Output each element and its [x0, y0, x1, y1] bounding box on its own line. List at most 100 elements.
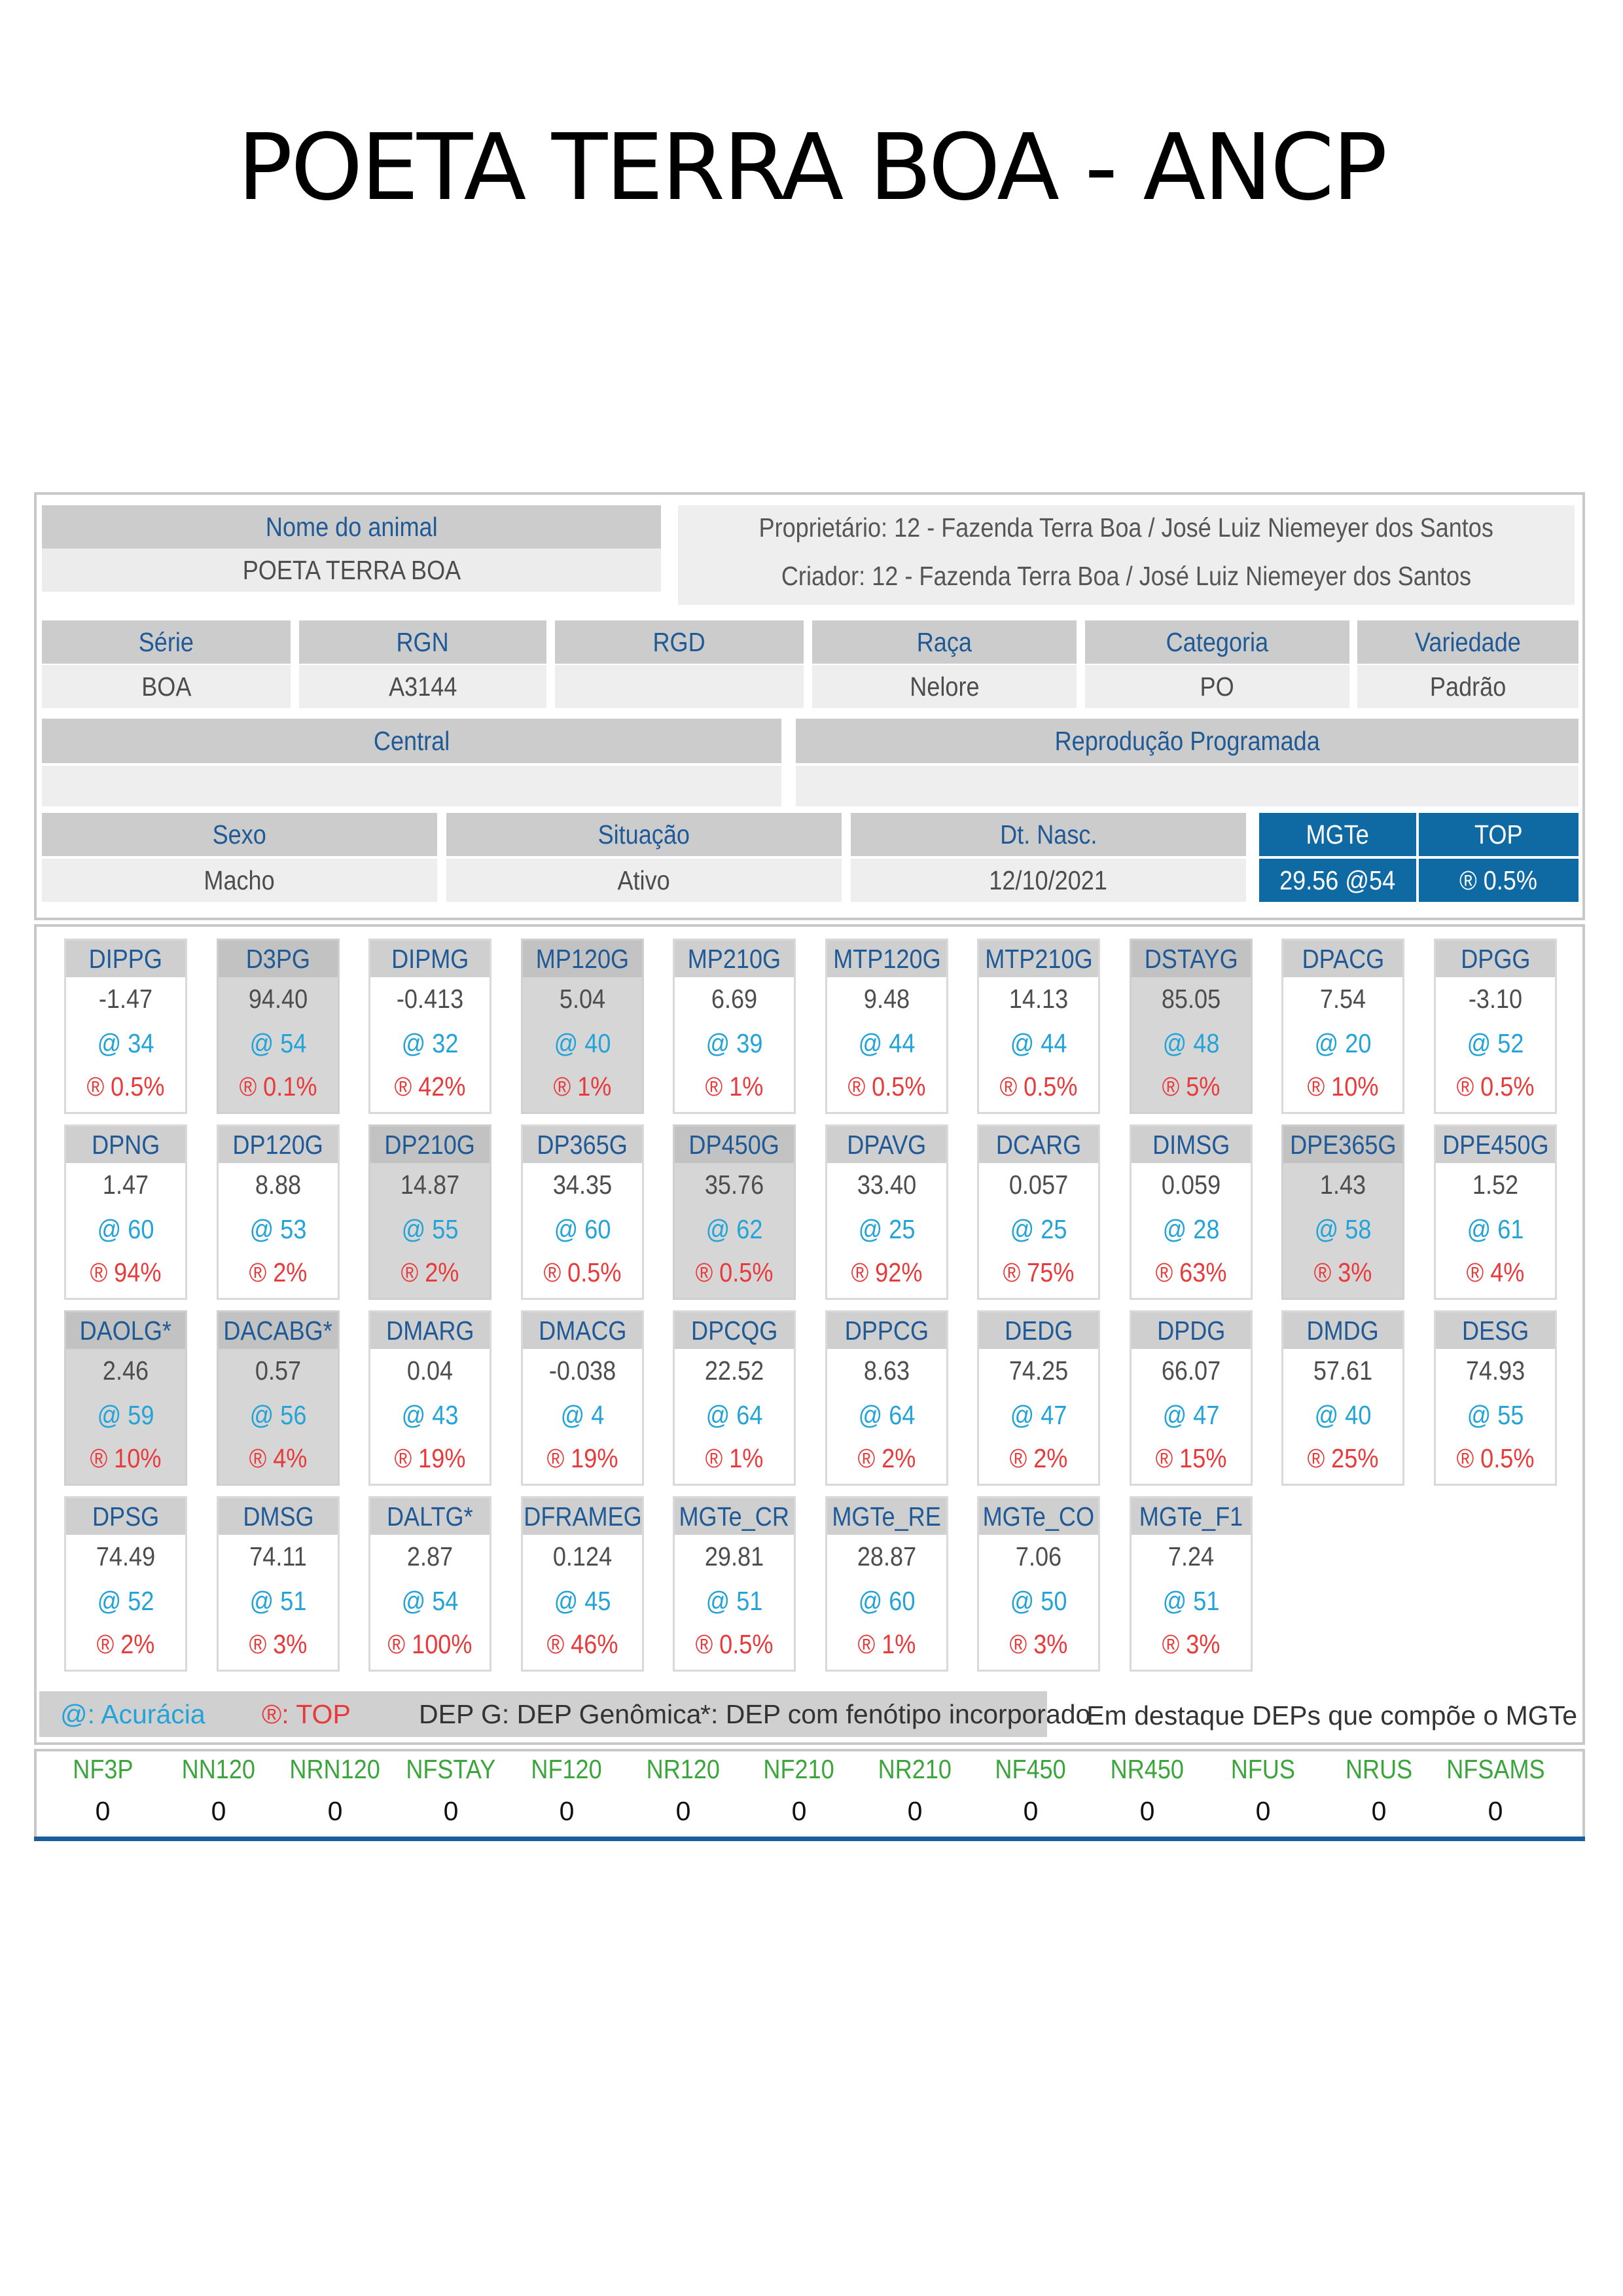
- dep-name: DPAVG: [827, 1126, 946, 1163]
- dep-name-text: MGTe_RE: [832, 1501, 942, 1532]
- legend-highlight-note: Em destaque DEPs que compõe o MGTe: [1086, 1700, 1577, 1731]
- legend-accuracy: @: Acurácia: [60, 1699, 205, 1729]
- dep-name: DMACG: [523, 1312, 642, 1349]
- dep-name-text: DFRAMEG: [523, 1501, 642, 1532]
- variedade-label-text: Variedade: [1415, 626, 1521, 657]
- dep-value: 66.07: [1161, 1355, 1221, 1386]
- dep-top: ® 0.5%: [1456, 1443, 1535, 1473]
- dep-card-daltg: DALTG* 2.87 @ 54 ® 100%: [368, 1496, 491, 1672]
- raca-value: Nelore: [812, 665, 1077, 708]
- dep-name-text: DPE450G: [1442, 1129, 1549, 1160]
- nf-value-nn120: 0: [211, 1796, 226, 1826]
- categoria-value: PO: [1085, 665, 1349, 708]
- dep-name: DIMSG: [1132, 1126, 1251, 1163]
- dep-card-dp450g: DP450G 35.76 @ 62 ® 0.5%: [673, 1124, 796, 1300]
- dep-card-daolg: DAOLG* 2.46 @ 59 ® 10%: [64, 1310, 187, 1486]
- nf-label-text: NR450: [1110, 1754, 1185, 1784]
- nf-label-text: NN120: [181, 1754, 256, 1784]
- variedade-value-text: Padrão: [1429, 671, 1507, 702]
- dep-top: ® 1%: [705, 1071, 764, 1102]
- dep-card-dmarg: DMARG 0.04 @ 43 ® 19%: [368, 1310, 491, 1486]
- dep-top: ® 19%: [394, 1443, 466, 1473]
- dep-name-text: DIPPG: [88, 943, 163, 974]
- raca-label-text: Raça: [916, 626, 972, 657]
- dep-top: ® 4%: [1466, 1257, 1525, 1287]
- nf-label-text: NR210: [878, 1754, 952, 1784]
- dep-accuracy: @ 51: [705, 1586, 763, 1616]
- dep-name-text: DPPCG: [844, 1315, 929, 1346]
- dep-top: ® 1%: [553, 1071, 612, 1102]
- dep-card-dedg: DEDG 74.25 @ 47 ® 2%: [977, 1310, 1100, 1486]
- dep-top: ® 92%: [851, 1257, 923, 1287]
- dep-value: -0.038: [548, 1355, 616, 1386]
- dep-card-dp365g: DP365G 34.35 @ 60 ® 0.5%: [521, 1124, 644, 1300]
- dep-name-text: MP210G: [687, 943, 781, 974]
- dep-value: 0.124: [552, 1541, 613, 1571]
- page-title: POETA TERRA BOA - ANCP: [237, 115, 1387, 221]
- nf-label-nrus: NRUS: [1323, 1754, 1435, 1785]
- dep-accuracy: @ 60: [97, 1214, 154, 1244]
- dep-accuracy: @ 61: [1467, 1214, 1524, 1244]
- categoria-label: Categoria: [1085, 620, 1349, 664]
- dep-top: ® 0.5%: [695, 1629, 774, 1659]
- dep-accuracy: @ 45: [554, 1586, 611, 1616]
- dep-accuracy: @ 51: [249, 1586, 307, 1616]
- nf-label-text: NFUS: [1230, 1754, 1296, 1784]
- nf-label-nfstay: NFSTAY: [395, 1754, 507, 1785]
- nf-frame: [34, 1749, 1585, 1840]
- nf-label-text: NF3P: [72, 1754, 134, 1784]
- dep-name: DPGG: [1436, 941, 1555, 977]
- nf-value-nf450: 0: [1023, 1796, 1039, 1826]
- dep-name-text: DMARG: [385, 1315, 474, 1346]
- dep-card-dstayg: DSTAYG 85.05 @ 48 ® 5%: [1130, 939, 1253, 1114]
- dep-value: 0.059: [1161, 1170, 1221, 1200]
- dep-name-text: MTP120G: [832, 943, 941, 974]
- variedade-label: Variedade: [1357, 620, 1578, 664]
- dep-top: ® 63%: [1155, 1257, 1227, 1287]
- dep-value: 2.46: [102, 1355, 149, 1386]
- dep-top: ® 5%: [1162, 1071, 1221, 1102]
- central-label: Central: [42, 719, 781, 763]
- rgn-label-text: RGN: [396, 626, 450, 657]
- dep-accuracy: @ 40: [554, 1028, 611, 1058]
- dep-name: MGTe_CO: [979, 1498, 1098, 1535]
- dep-name-text: DP120G: [232, 1129, 324, 1160]
- dep-accuracy: @ 44: [858, 1028, 916, 1058]
- dep-top: ® 15%: [1155, 1443, 1227, 1473]
- dep-top: ® 25%: [1307, 1443, 1379, 1473]
- nf-label-text: NF120: [531, 1754, 603, 1784]
- dep-value: 22.52: [704, 1355, 764, 1386]
- dep-accuracy: @ 56: [249, 1400, 307, 1430]
- dep-name-text: DMDG: [1306, 1315, 1380, 1346]
- dep-top: ® 100%: [387, 1629, 473, 1659]
- dep-accuracy: @ 47: [1162, 1400, 1220, 1430]
- serie-value-text: BOA: [141, 671, 192, 702]
- nf-label-text: NFSAMS: [1446, 1754, 1545, 1784]
- sexo-label-text: Sexo: [212, 819, 267, 850]
- dep-top: ® 3%: [1009, 1629, 1068, 1659]
- raca-label: Raça: [812, 620, 1077, 664]
- dep-name: DEDG: [979, 1312, 1098, 1349]
- dep-name-text: DACABG*: [223, 1315, 333, 1346]
- dt-nasc-value-text: 12/10/2021: [989, 865, 1108, 895]
- dep-name-text: MP120G: [535, 943, 630, 974]
- dep-name: DMDG: [1283, 1312, 1402, 1349]
- dep-top: ® 2%: [857, 1443, 916, 1473]
- dep-name-text: DPSG: [92, 1501, 160, 1532]
- dep-card-dpavg: DPAVG 33.40 @ 25 ® 92%: [825, 1124, 948, 1300]
- dep-card-desg: DESG 74.93 @ 55 ® 0.5%: [1434, 1310, 1557, 1486]
- dep-accuracy: @ 34: [97, 1028, 154, 1058]
- breeder-text: Criador: 12 - Fazenda Terra Boa / José L…: [781, 560, 1472, 591]
- dt-nasc-label: Dt. Nasc.: [851, 813, 1246, 856]
- nf-label-text: NF210: [763, 1754, 835, 1784]
- dep-top: ® 0.5%: [543, 1257, 622, 1287]
- bottom-rule: [34, 1837, 1585, 1841]
- dep-value: 8.63: [863, 1355, 910, 1386]
- nf-label-text: NRN120: [289, 1754, 381, 1784]
- categoria-value-text: PO: [1200, 671, 1235, 702]
- nf-value-nr210: 0: [907, 1796, 923, 1826]
- nf-value-nfus: 0: [1255, 1796, 1271, 1826]
- dep-value: 5.04: [559, 984, 606, 1014]
- nf-label-nf3p: NF3P: [47, 1754, 158, 1785]
- dep-top: ® 0.5%: [695, 1257, 774, 1287]
